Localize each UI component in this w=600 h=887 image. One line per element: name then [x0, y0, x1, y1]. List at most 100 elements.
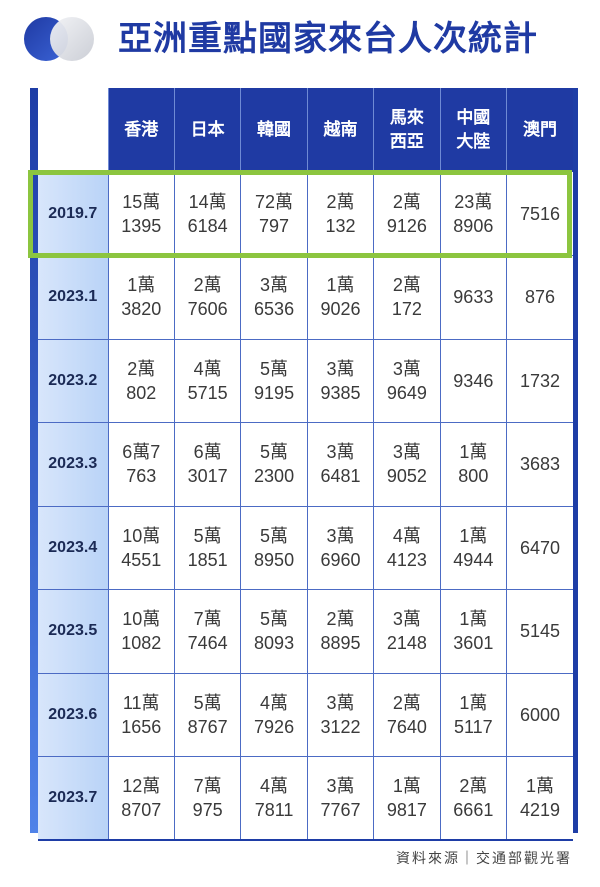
cell-line: 9346	[453, 370, 494, 391]
cell-line: 2萬	[127, 358, 156, 379]
table-cell: 5萬 9195	[240, 339, 308, 423]
cell-line: 2萬	[392, 692, 421, 713]
cell-line: 9026	[320, 299, 361, 320]
table-cell: 3萬 2148	[373, 589, 441, 674]
cell-line: 4萬	[260, 776, 289, 796]
column-header-line: 韓國	[257, 120, 292, 140]
table-cell: 2萬 172	[373, 255, 441, 340]
cell-line: 5145	[519, 621, 561, 642]
cell-line: 6萬	[193, 442, 222, 463]
cell-line: 802	[126, 382, 157, 403]
cell-line: 6960	[320, 549, 361, 570]
header-corner	[38, 88, 108, 172]
table-cell: 3萬 9649	[373, 339, 441, 423]
right-accent-bar	[573, 88, 578, 833]
cell-line: 9195	[254, 382, 295, 403]
row-label: 2023.1	[38, 255, 108, 340]
cell-line: 8950	[254, 549, 295, 570]
cell-line: 9633	[453, 287, 494, 308]
table-cell: 2萬 132	[306, 172, 374, 256]
cell-line: 2萬	[326, 609, 355, 630]
table-cell: 5萬 8767	[173, 673, 241, 757]
table-cell: 2萬 9126	[373, 172, 441, 256]
table-cell: 1萬 800	[439, 422, 507, 507]
cell-line: 3820	[121, 299, 162, 320]
table-cell: 4萬 7926	[240, 673, 308, 757]
cell-line: 5萬	[193, 692, 222, 713]
row-label: 2023.4	[38, 506, 108, 590]
cell-line: 3萬	[392, 442, 421, 463]
cell-line: 4萬	[260, 692, 289, 713]
cell-line: 5萬	[260, 525, 289, 546]
cell-line: 1萬	[459, 525, 488, 546]
column-header: 馬來 西亞	[373, 88, 441, 172]
cell-line: 6000	[519, 704, 561, 725]
table-cell: 4萬 7811	[240, 756, 308, 841]
table-cell: 2萬 8895	[306, 589, 374, 674]
cell-line: 9052	[386, 466, 427, 487]
cell-line: 5萬	[260, 442, 289, 463]
table-cell: 1萬 9817	[373, 756, 441, 841]
cell-line: 2萬	[459, 776, 488, 796]
cell-line: 12萬	[122, 776, 161, 796]
logo-icon	[24, 17, 94, 61]
table-cell: 3萬 6481	[306, 422, 374, 507]
cell-line: 7926	[254, 716, 295, 737]
column-header-line: 越南	[323, 120, 358, 140]
cell-line: 14萬	[188, 191, 227, 212]
cell-line: 9126	[386, 215, 427, 236]
table-cell: 4萬 4123	[373, 506, 441, 590]
table-cell: 2萬 7640	[373, 673, 441, 757]
cell-line: 2萬	[326, 191, 355, 212]
cell-line: 23萬	[454, 191, 493, 212]
table-cell: 10萬 4551	[107, 506, 175, 590]
table-row: 2023.7 12萬 8707 7萬 975 4萬 7811 3萬 7767 1萬 9817 2萬 66…	[38, 756, 573, 841]
table-cell: 12萬 8707	[107, 756, 175, 841]
source-note: 資料來源｜交通部觀光署	[396, 851, 572, 867]
cell-line: 4219	[519, 800, 561, 820]
cell-line: 4萬	[392, 525, 421, 546]
table-cell: 4萬 5715	[173, 339, 241, 423]
row-label: 2023.6	[38, 673, 108, 757]
table-cell: 6470	[506, 506, 573, 590]
cell-line: 132	[325, 215, 356, 236]
table-cell: 6萬7 763	[107, 422, 175, 507]
cell-line: 1萬	[459, 692, 488, 713]
table-cell: 14萬 6184	[173, 172, 241, 256]
table-cell: 9346	[439, 339, 507, 423]
column-header-line: 澳門	[523, 120, 558, 140]
table-cell: 7萬 7464	[173, 589, 241, 674]
table-cell: 2萬 6661	[439, 756, 507, 841]
table-cell: 9633	[439, 255, 507, 340]
cell-line: 11萬	[122, 692, 160, 713]
cell-line: 3萬	[326, 358, 355, 379]
cell-line: 9817	[386, 800, 427, 820]
table-row: 2023.5 10萬 1082 7萬 7464 5萬 8093 2萬 8895 3萬 2148 1萬 3…	[38, 589, 573, 674]
cell-line: 3601	[453, 633, 494, 654]
table-cell: 1萬 4944	[439, 506, 507, 590]
cell-line: 1萬	[459, 609, 488, 630]
table-cell: 15萬 1395	[107, 172, 175, 256]
cell-line: 3萬	[326, 442, 355, 463]
cell-line: 8906	[453, 215, 494, 236]
cell-line: 6481	[320, 466, 361, 487]
cell-line: 5萬	[260, 358, 289, 379]
column-header-line: 西亞	[389, 132, 424, 152]
cell-line: 3萬	[392, 358, 421, 379]
table-cell: 1萬 5117	[439, 673, 507, 757]
cell-line: 6661	[453, 800, 494, 820]
cell-line: 7萬	[193, 776, 222, 796]
column-header-line: 中國	[456, 108, 491, 128]
cell-line: 6536	[254, 299, 295, 320]
table-cell: 5萬 2300	[240, 422, 308, 507]
column-header-line: 大陸	[456, 132, 491, 152]
cell-line: 3122	[320, 716, 361, 737]
cell-line: 1082	[121, 633, 162, 654]
cell-line: 1395	[121, 215, 162, 236]
table-cell: 5萬 1851	[173, 506, 241, 590]
cell-line: 9649	[386, 382, 427, 403]
table-cell: 3萬 6960	[306, 506, 374, 590]
row-label: 2019.7	[38, 172, 108, 256]
table-cell: 6000	[506, 673, 573, 757]
cell-line: 1851	[187, 549, 228, 570]
